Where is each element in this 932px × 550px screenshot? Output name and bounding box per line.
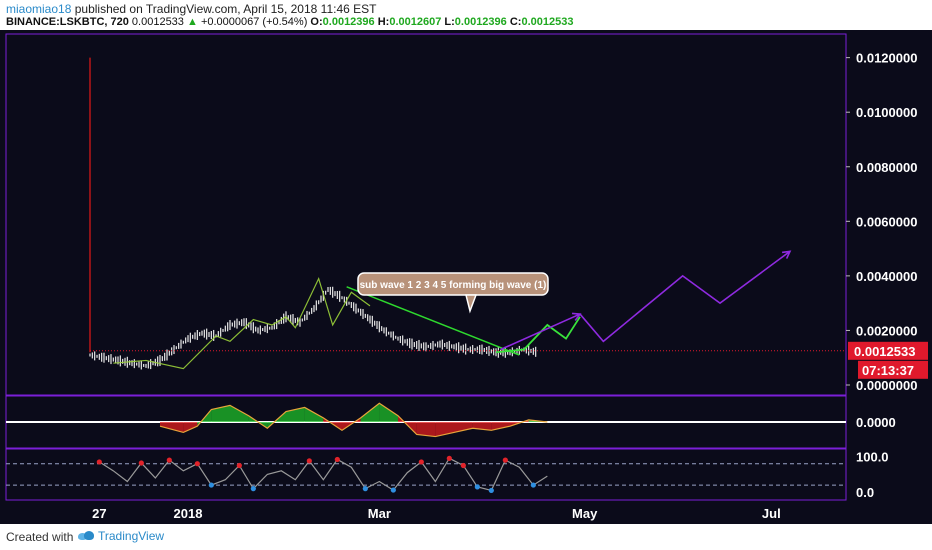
rsi-tick-label: 100.0	[856, 450, 889, 465]
oscillator-area	[454, 422, 473, 433]
oscillator-area	[491, 422, 510, 431]
rsi-extreme-dot	[250, 486, 256, 492]
last-price: 0.0012533	[131, 16, 184, 28]
annotation-text: sub wave 1 2 3 4 5 forming big wave (1)	[360, 280, 547, 291]
low-value: 0.0012396	[454, 16, 507, 28]
annotation-bubble	[357, 272, 549, 296]
rsi-extreme-dot	[446, 455, 452, 461]
rsi-extreme-dot	[96, 459, 102, 465]
rsi-extreme-dot	[390, 487, 396, 493]
published-text: published on TradingView.com, April 15, …	[74, 2, 377, 16]
oscillator-tick-label: 0.0000	[856, 415, 896, 430]
rsi-extreme-dot	[418, 459, 424, 465]
oscillator-signal-line	[159, 402, 548, 438]
price-tick-label: 0.0120000	[856, 51, 917, 66]
countdown-label: 07:13:37	[862, 363, 914, 378]
rsi-extreme-dot	[474, 484, 480, 490]
rsi-line	[99, 457, 548, 492]
oscillator-area	[379, 403, 398, 422]
rsi-extreme-dot	[460, 462, 466, 469]
oscillator-area	[211, 405, 230, 422]
subwave-path	[495, 316, 581, 354]
close-value: 0.0012533	[521, 16, 574, 28]
oscillator-area	[416, 422, 436, 437]
high-value: 0.0012607	[389, 16, 442, 28]
author-link[interactable]: miaomiao18	[6, 2, 72, 16]
up-arrow-icon: ▲	[186, 16, 198, 28]
oscillator-area	[160, 422, 184, 433]
rsi-extreme-dot	[166, 457, 172, 463]
change-value: +0.0000067 (+0.54%)	[200, 16, 308, 28]
time-tick-label: May	[572, 506, 598, 521]
rsi-extreme-dot	[208, 482, 214, 488]
oscillator-area	[304, 407, 324, 422]
rsi-extreme-dot	[334, 456, 340, 463]
created-with-text: Created with	[6, 530, 74, 544]
price-tick-label: 0.0080000	[856, 160, 917, 175]
downtrend-line	[346, 286, 520, 356]
footer: Created with TradingView	[0, 524, 932, 550]
tradingview-logo-icon	[78, 531, 94, 541]
current-price-tag	[848, 341, 928, 360]
projection-arrowhead	[781, 250, 792, 259]
price-tick-label: 0.0100000	[856, 105, 917, 120]
projection-wave-2	[579, 250, 791, 343]
countdown-tag	[858, 360, 928, 379]
rsi-extreme-dot	[362, 486, 368, 492]
price-tick-label: 0.0060000	[856, 214, 917, 229]
ohlc-line: BINANCE:LSKBTC, 720 0.0012533 ▲ +0.00000…	[6, 16, 573, 28]
chart-header: miaomiao18 published on TradingView.com,…	[0, 0, 932, 30]
projection-wave-1	[500, 313, 581, 351]
rsi-extreme-dot	[502, 457, 508, 463]
open-label: O:	[310, 16, 323, 28]
price-tick-label: 0.0020000	[856, 323, 917, 338]
tradingview-brand: TradingView	[98, 529, 165, 543]
zigzag-line	[113, 276, 371, 370]
rsi-extreme-dot	[488, 487, 494, 494]
oscillator-area	[360, 403, 380, 422]
time-tick-label: 2018	[174, 506, 203, 521]
oscillator-area	[230, 405, 249, 422]
price-tick-label: 0.0040000	[856, 269, 917, 284]
time-tick-label: 27	[92, 506, 106, 521]
annotation-pointer	[465, 294, 478, 314]
open-value: 0.0012396	[322, 16, 375, 28]
rsi-extreme-dot	[530, 482, 536, 488]
time-tick-label: Jul	[762, 506, 781, 521]
rsi-extreme-dot	[138, 460, 144, 466]
close-label: C:	[509, 16, 522, 28]
rsi-extreme-dot	[194, 461, 200, 467]
tradingview-link[interactable]: TradingView	[78, 529, 164, 543]
price-tick-label: 0.0000000	[856, 378, 917, 393]
time-tick-label: Mar	[368, 506, 391, 521]
rsi-extreme-dot	[236, 462, 242, 469]
rsi-extreme-dot	[306, 458, 312, 464]
chart-canvas[interactable]: 0.01200000.01000000.00800000.00600000.00…	[0, 30, 932, 524]
high-label: H:	[377, 16, 390, 28]
oscillator-area	[183, 422, 198, 433]
rsi-tick-label: 0.0	[856, 485, 874, 500]
publish-line: miaomiao18 published on TradingView.com,…	[6, 2, 376, 16]
symbol-label: BINANCE:LSKBTC, 720	[6, 16, 129, 28]
current-price-label: 0.0012533	[854, 344, 915, 359]
low-label: L:	[444, 16, 455, 28]
